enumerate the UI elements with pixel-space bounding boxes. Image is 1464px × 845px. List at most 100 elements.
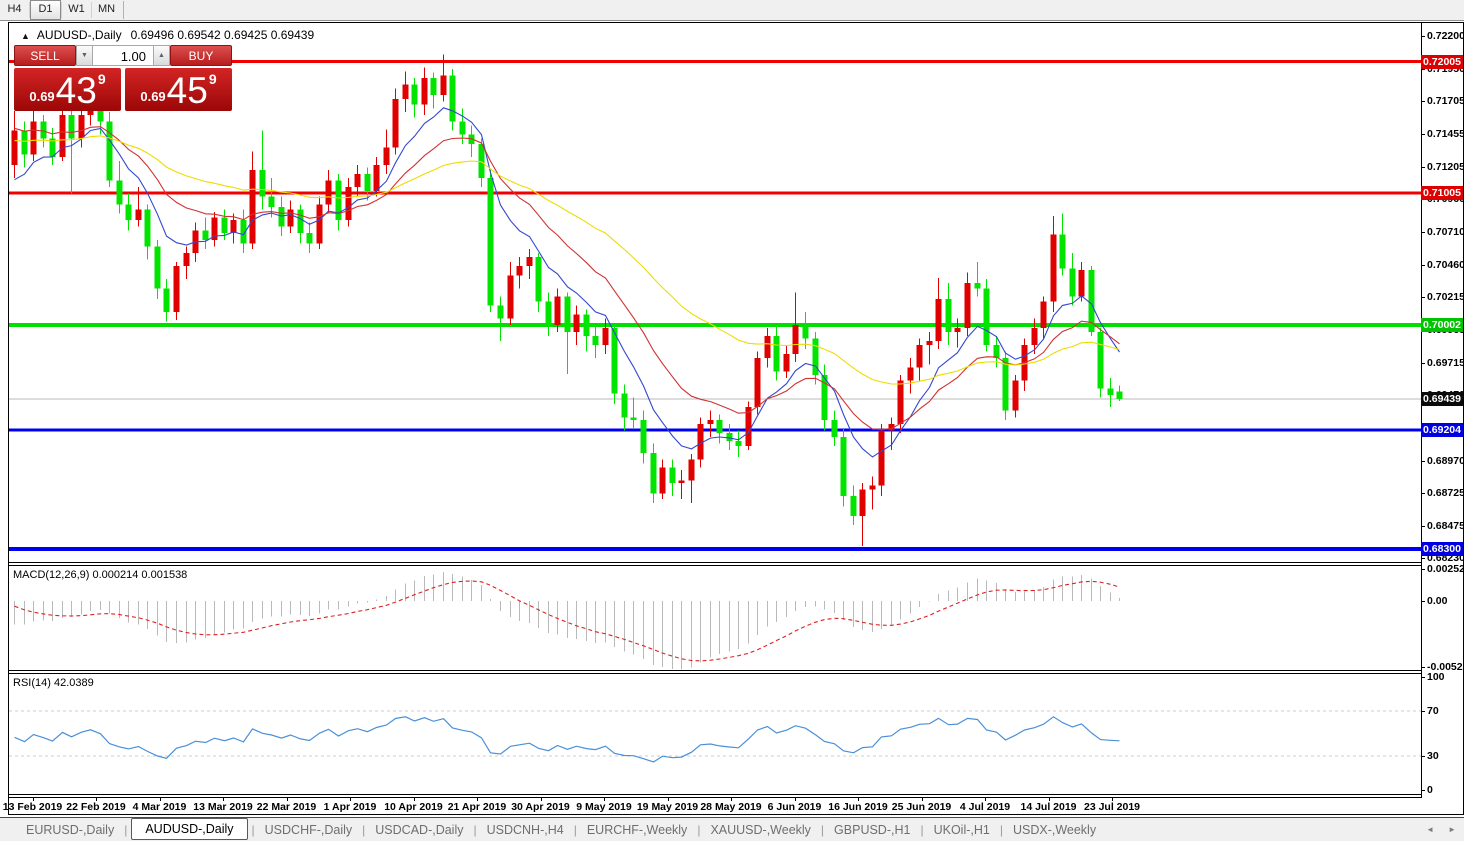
axis-border-line (1421, 23, 1422, 798)
tab-separator: | (999, 822, 1003, 837)
macd-indicator-label: MACD(12,26,9) 0.000214 0.001538 (13, 569, 187, 581)
time-axis-tick (159, 798, 161, 801)
time-axis-tick (286, 798, 288, 801)
price-axis-tick: 0.71205 (1427, 160, 1464, 173)
price-axis-tick: 0.68725 (1427, 486, 1464, 499)
rsi-value: 42.0389 (53, 677, 94, 689)
chart-tab-usdx-weekly[interactable]: USDX-,Weekly (1012, 822, 1097, 837)
chart-plot-area[interactable]: ▲ AUDUSD-,Daily 0.69496 0.69542 0.69425 0.… (3, 23, 1463, 813)
candlestick-series (11, 54, 1123, 547)
toolbar-divider (123, 1, 124, 19)
period-button-w1[interactable]: W1 (68, 3, 85, 15)
panel-separator[interactable] (9, 562, 1463, 566)
time-axis-label: 4 Jul 2019 (959, 801, 1011, 813)
sell-price-big: 43 (55, 70, 97, 111)
time-axis-tick (1048, 798, 1050, 801)
period-button-d1[interactable]: D1 (30, 0, 61, 20)
time-axis-label: 30 Apr 2019 (511, 801, 570, 813)
chart-title: ▲ AUDUSD-,Daily 0.69496 0.69542 0.69425 0.… (21, 28, 314, 42)
chart-tab-audusd-daily[interactable]: AUDUSD-,Daily (131, 817, 248, 840)
macd-panel-canvas[interactable] (9, 566, 1421, 670)
period-button-mn[interactable]: MN (97, 3, 116, 15)
time-axis-label: 14 Jul 2019 (1020, 801, 1077, 813)
tab-scroll-right-icon[interactable]: ► (1448, 825, 1456, 834)
period-separator (91, 2, 92, 18)
chart-tab-bar: EURUSD-,Daily | AUDUSD-,Daily | USDCHF-,Dail… (0, 817, 1464, 841)
time-axis-label: 4 Mar 2019 (132, 801, 187, 813)
price-label-0.71005: 0.71005 (1421, 186, 1463, 201)
timeframe-toolbar: H4 D1 W1 MN (0, 0, 1464, 21)
rsi-line (14, 716, 1120, 763)
axis-tick-mark (1421, 101, 1425, 103)
price-axis-tick: 0.69715 (1427, 356, 1464, 369)
sell-price-tile[interactable]: 0.69 43 9 (14, 68, 121, 111)
buy-button[interactable]: BUY (170, 45, 232, 66)
timeframe-buttons: H4 D1 W1 MN (0, 0, 121, 20)
chart-tab-eurusd-daily[interactable]: EURUSD-,Daily (26, 822, 115, 837)
chart-window: ▲ AUDUSD-,Daily 0.69496 0.69542 0.69425 0.… (3, 22, 1464, 815)
time-axis-label: 22 Feb 2019 (66, 801, 126, 813)
buy-price-tile[interactable]: 0.69 45 9 (125, 68, 232, 111)
time-axis-label: 16 Jun 2019 (828, 801, 888, 813)
price-axis-tick: 0.71455 (1427, 127, 1464, 140)
price-axis-tick: 0.68475 (1427, 519, 1464, 532)
price-axis-tick: 0.68970 (1427, 454, 1464, 467)
sell-button[interactable]: SELL (14, 45, 76, 66)
time-axis-label: 19 May 2019 (636, 801, 699, 813)
price-axis[interactable]: 0.722000.719500.717050.714550.712050.709… (1421, 23, 1464, 813)
tab-separator: | (362, 822, 366, 837)
macd-values: 0.000214 0.001538 (92, 569, 188, 581)
macd-axis-tick: -0.005234 (1427, 660, 1464, 673)
period-separator (61, 2, 62, 18)
price-label-0.69439: 0.69439 (1421, 392, 1463, 407)
price-label-0.70002: 0.70002 (1421, 317, 1463, 332)
axis-tick-mark (1421, 756, 1425, 758)
chart-tab-ukoil-h1[interactable]: UKOil-,H1 (933, 822, 990, 837)
volume-input[interactable]: 1.00 (93, 45, 153, 66)
price-axis-tick: 0.70460 (1427, 258, 1464, 271)
time-axis-label: 10 Apr 2019 (384, 801, 443, 813)
axis-tick-mark (1421, 231, 1425, 233)
axis-tick-mark (1421, 601, 1425, 603)
time-axis-tick (350, 798, 351, 801)
chart-tab-xauusd-weekly[interactable]: XAUUSD-,Weekly (710, 822, 811, 837)
chart-tab-usdcad-daily[interactable]: USDCAD-,Daily (375, 822, 464, 837)
sell-price-base: 0.69 (29, 89, 55, 104)
rsi-panel-canvas[interactable] (9, 674, 1421, 794)
price-axis-tick: 0.70215 (1427, 290, 1464, 303)
chart-tab-usdchf-daily[interactable]: USDCHF-,Daily (264, 822, 353, 837)
chart-tab-usdcnh-h4[interactable]: USDCNH-,H4 (486, 822, 564, 837)
time-axis-label: 1 Apr 2019 (323, 801, 377, 813)
tab-separator: | (251, 822, 255, 837)
buy-price-base: 0.69 (140, 89, 166, 104)
one-click-trading-panel: SELL ▼ 1.00 ▲ BUY 0.69 43 9 0.69 45 9 (14, 45, 232, 111)
time-axis-tick (32, 798, 34, 801)
panel-separator[interactable] (9, 670, 1463, 674)
axis-tick-mark (1421, 460, 1425, 462)
tab-scroll-left-icon[interactable]: ◄ (1426, 825, 1435, 834)
time-axis[interactable]: 13 Feb 2019 22 Feb 2019 4 Mar 2019 13 Mar 2… (3, 798, 1421, 813)
volume-increase-button[interactable]: ▲ (153, 45, 170, 66)
time-axis-tick (667, 798, 669, 801)
price-chart-canvas[interactable] (9, 23, 1421, 562)
time-axis-label: 13 Feb 2019 (2, 801, 63, 813)
axis-tick-mark (1421, 492, 1425, 494)
time-axis-label: 22 Mar 2019 (256, 801, 317, 813)
time-axis-label: 25 Jun 2019 (891, 801, 952, 813)
time-axis-label: 13 Mar 2019 (193, 801, 253, 813)
time-axis-tick (794, 798, 796, 801)
collapse-panel-icon[interactable]: ▲ (21, 31, 30, 41)
chart-tabs: EURUSD-,Daily | AUDUSD-,Daily | USDCHF-,Dail… (0, 817, 1102, 841)
rsi-axis-tick: 30 (1427, 750, 1439, 763)
tab-scroll-controls: ◄ ► (1426, 818, 1456, 841)
time-axis-tick (858, 798, 859, 801)
axis-tick-mark (1421, 68, 1425, 70)
period-button-h4[interactable]: H4 (7, 3, 22, 15)
chart-tab-eurchf-weekly[interactable]: EURCHF-,Weekly (586, 822, 688, 837)
price-label-0.72005: 0.72005 (1421, 54, 1463, 69)
tab-separator: | (124, 822, 128, 837)
buy-price-sup: 9 (208, 71, 217, 87)
chart-tab-gbpusd-h1[interactable]: GBPUSD-,H1 (834, 822, 911, 837)
volume-decrease-button[interactable]: ▼ (76, 45, 93, 66)
